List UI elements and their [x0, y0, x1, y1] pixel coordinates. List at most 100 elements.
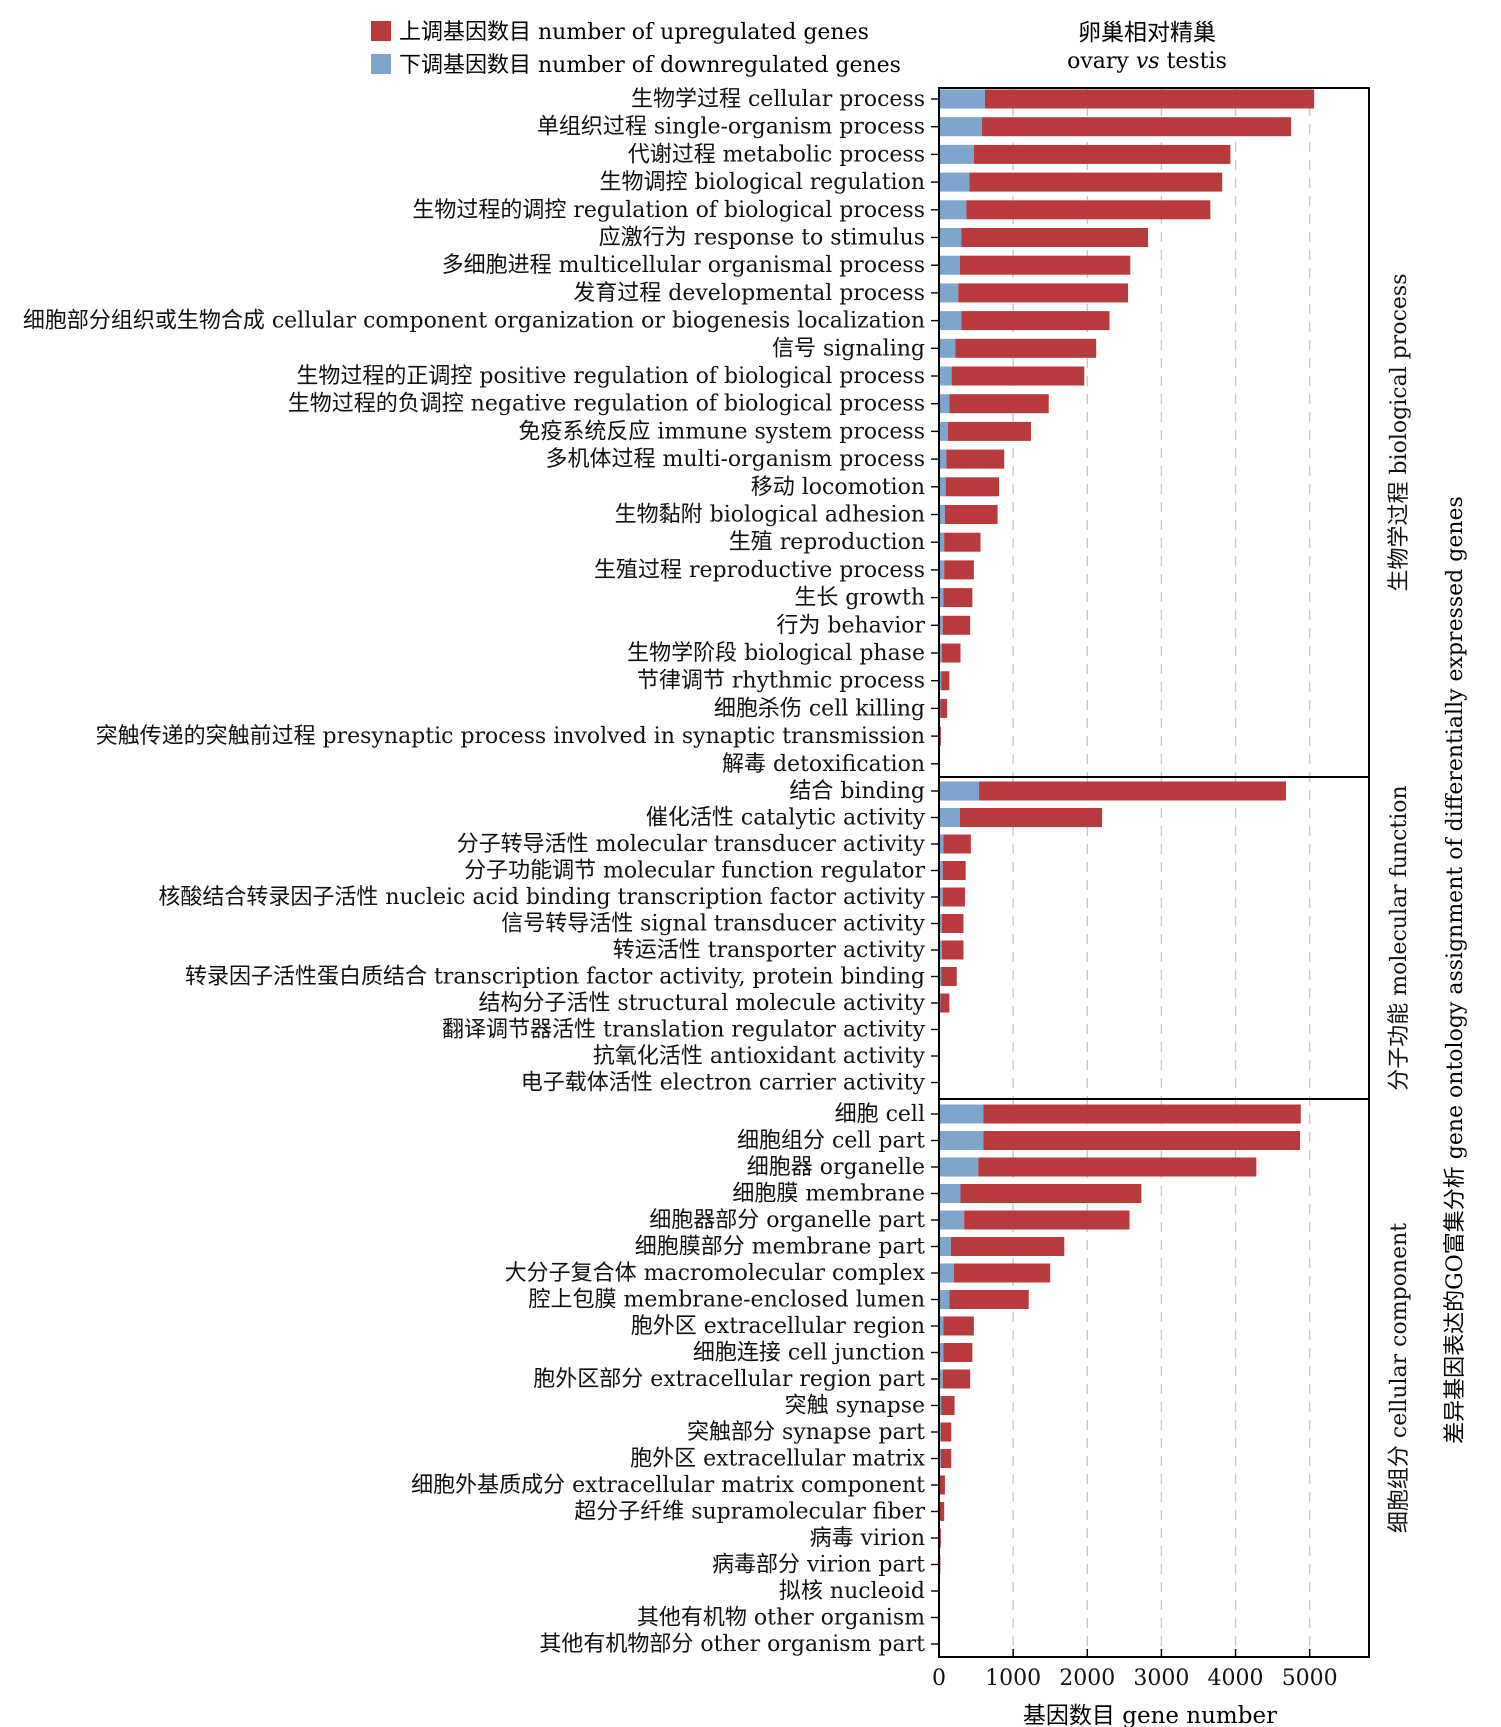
bar-upregulated: [969, 172, 1223, 192]
bar-downregulated: [939, 1343, 944, 1362]
category-label: 超分子纤维 supramolecular fiber: [574, 1500, 925, 1525]
bar-upregulated: [940, 993, 950, 1013]
bar-upregulated: [942, 615, 971, 635]
category-label: 病毒 virion: [810, 1526, 925, 1551]
category-label: 转录因子活性蛋白质结合 transcription factor activit…: [185, 965, 925, 990]
category-label: 单组织过程 single-organism process: [537, 115, 925, 140]
chart-title: 卵巢相对精巢 ovary vs testis: [1067, 20, 1227, 74]
bar-upregulated: [983, 1131, 1301, 1150]
category-label: 腔上包膜 membrane-enclosed lumen: [528, 1288, 925, 1313]
category-label: 其他有机物 other organism: [637, 1606, 925, 1631]
category-label: 生殖 reproduction: [729, 530, 925, 555]
category-label: 胞外区部分 extracellular region part: [533, 1367, 925, 1392]
bar-upregulated: [946, 449, 1005, 469]
category-label: 突触传递的突触前过程 presynaptic process involved …: [96, 724, 925, 749]
bar-downregulated: [939, 338, 956, 358]
bar-downregulated: [939, 1290, 950, 1309]
x-tick-label: 5000: [1282, 1666, 1338, 1691]
bar-downregulated: [939, 1131, 984, 1150]
bar-upregulated: [958, 283, 1129, 303]
category-label: 生物过程的调控 regulation of biological process: [412, 198, 925, 223]
category-label: 细胞 cell: [835, 1102, 925, 1127]
title-line-2: ovary vs testis: [1067, 49, 1227, 74]
bar-upregulated: [942, 1369, 971, 1389]
legend-label-up: 上调基因数目 number of upregulated genes: [399, 20, 869, 45]
bar-downregulated: [939, 505, 945, 524]
category-label: 突触部分 synapse part: [687, 1420, 925, 1445]
category-label: 移动 locomotion: [751, 475, 925, 500]
category-label: 信号转导活性 signal transducer activity: [501, 912, 925, 937]
bar-upregulated: [978, 1157, 1257, 1177]
category-label: 免疫系统反应 immune system process: [518, 419, 925, 444]
bar-downregulated: [939, 914, 942, 933]
x-tick-label: 3000: [1133, 1666, 1189, 1691]
panel-frame: [938, 1098, 1370, 1658]
x-tick-label: 0: [932, 1666, 946, 1691]
legend-swatch-up: [371, 21, 391, 41]
panel-label: 生物学过程 biological process: [1387, 274, 1412, 592]
bar-downregulated: [939, 1369, 943, 1389]
bar-downregulated: [939, 588, 944, 608]
category-label: 细胞杀伤 cell killing: [714, 696, 925, 721]
x-axis: 0 1000 2000 3000 4000 5000: [932, 1649, 1338, 1691]
bar-downregulated: [939, 808, 960, 827]
bar-upregulated: [959, 808, 1103, 827]
x-tick-label: 2000: [1059, 1666, 1115, 1691]
category-labels: 生物学过程 cellular process 单组织过程 single-organ…: [23, 87, 939, 1657]
bar-upregulated: [941, 643, 961, 663]
bar-downregulated: [939, 89, 985, 109]
bar-upregulated: [940, 698, 948, 718]
bar-downregulated: [939, 532, 945, 552]
category-label: 信号 signaling: [772, 336, 925, 361]
bar-upregulated: [943, 1343, 973, 1362]
bar-upregulated: [960, 1184, 1142, 1203]
x-axis-label: 基因数目 gene number: [1023, 1703, 1277, 1727]
x-tick-label: 4000: [1208, 1666, 1264, 1691]
bar-upregulated: [939, 1502, 945, 1521]
bar-downregulated: [939, 1210, 965, 1230]
category-label: 细胞连接 cell junction: [693, 1341, 925, 1366]
bar-downregulated: [939, 940, 942, 960]
category-label: 翻译调节器活性 translation regulator activity: [442, 1018, 926, 1043]
category-label: 拟核 nucleoid: [779, 1579, 925, 1604]
category-label: 细胞膜部分 membrane part: [635, 1235, 925, 1260]
category-label: 电子载体活性 electron carrier activity: [521, 1071, 926, 1096]
bar-upregulated: [949, 1290, 1029, 1309]
category-label: 催化活性 catalytic activity: [646, 806, 926, 831]
bars: [939, 89, 1315, 1654]
category-label: 细胞组分 cell part: [737, 1129, 925, 1154]
bar-upregulated: [941, 914, 964, 933]
bar-upregulated: [942, 887, 965, 907]
bar-downregulated: [939, 1237, 951, 1256]
bar-downregulated: [939, 1104, 984, 1124]
category-label: 结合 binding: [789, 779, 925, 804]
bar-upregulated: [940, 1422, 952, 1442]
bar-upregulated: [941, 671, 950, 691]
bar-downregulated: [939, 394, 950, 414]
legend-label-down: 下调基因数目 number of downregulated genes: [399, 53, 901, 78]
bar-upregulated: [942, 861, 966, 880]
legend-swatch-down: [371, 54, 391, 74]
bar-downregulated: [939, 861, 943, 880]
bar-upregulated: [961, 311, 1110, 331]
bar-downregulated: [939, 421, 948, 441]
bar-upregulated: [941, 967, 957, 986]
category-label: 分子转导活性 molecular transducer activity: [457, 832, 926, 857]
category-label: 应激行为 response to stimulus: [599, 226, 925, 251]
title-line-1: 卵巢相对精巢: [1078, 20, 1216, 46]
bar-downregulated: [939, 1316, 944, 1336]
category-label: 生物过程的正调控 positive regulation of biologic…: [296, 364, 925, 389]
category-label: 生长 growth: [794, 586, 925, 611]
bar-downregulated: [939, 144, 974, 164]
category-label: 大分子复合体 macromolecular complex: [505, 1261, 926, 1286]
legend: 上调基因数目 number of upregulated genes 下调基因数…: [371, 20, 901, 78]
bar-upregulated: [939, 1475, 945, 1495]
category-label: 细胞器 organelle: [747, 1155, 925, 1180]
bar-downregulated: [939, 311, 962, 331]
bar-upregulated: [944, 505, 998, 524]
category-label: 生物学过程 cellular process: [631, 87, 925, 112]
bar-upregulated: [966, 200, 1211, 220]
bar-downregulated: [939, 643, 942, 663]
bar-downregulated: [939, 200, 967, 220]
category-label: 行为 behavior: [776, 613, 925, 638]
